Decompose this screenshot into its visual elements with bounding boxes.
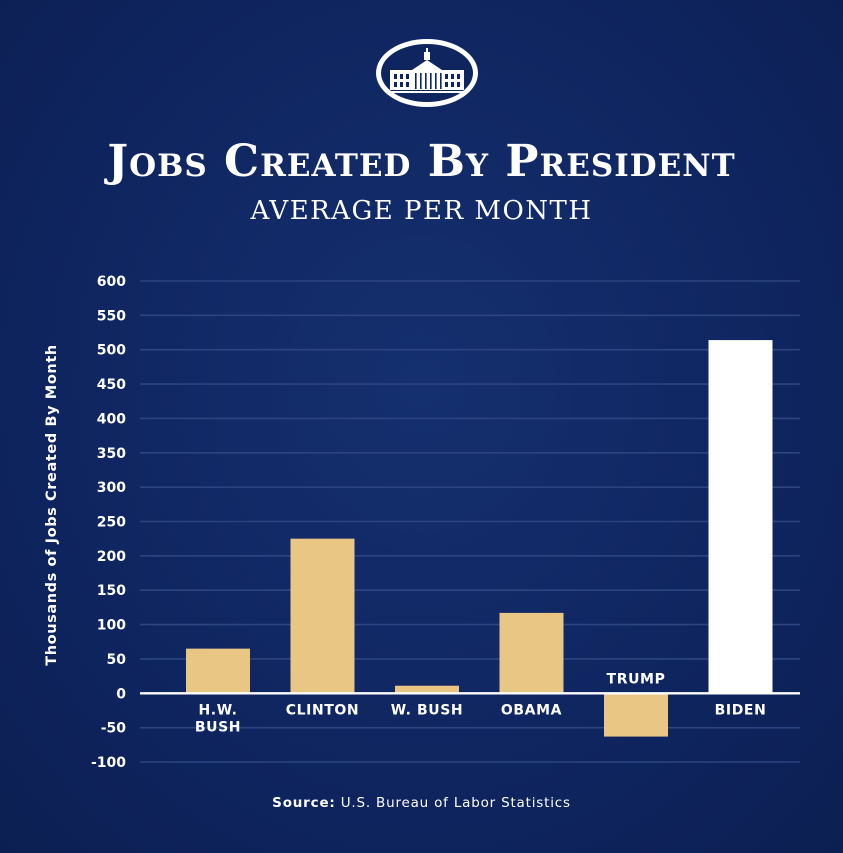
bar-h-w-bush — [186, 648, 250, 694]
category-label: BIDEN — [715, 702, 767, 718]
source-note: Source: U.S. Bureau of Labor Statistics — [0, 795, 843, 811]
category-label: H.W. — [198, 702, 237, 718]
page-subtitle: AVERAGE PER MONTH — [250, 196, 593, 226]
source-text: U.S. Bureau of Labor Statistics — [340, 795, 571, 811]
category-label: BUSH — [195, 719, 241, 735]
y-tick-label: 100 — [97, 618, 126, 634]
y-tick-label: 450 — [97, 377, 126, 393]
y-tick-label: 500 — [97, 343, 126, 359]
y-tick-label: 300 — [97, 480, 126, 496]
category-label: OBAMA — [501, 702, 562, 718]
y-tick-label: 250 — [97, 515, 126, 531]
bar-obama — [499, 612, 564, 694]
y-tick-label: 550 — [97, 308, 126, 324]
white-house-seal-icon — [376, 39, 478, 107]
y-tick-label: -100 — [91, 755, 126, 771]
category-label: W. BUSH — [391, 702, 464, 718]
bar-trump — [604, 693, 668, 737]
bar-w-bush — [395, 685, 459, 694]
category-label: CLINTON — [286, 702, 360, 718]
y-tick-label: 200 — [97, 549, 126, 565]
bar-clinton — [290, 538, 355, 694]
y-tick-label: 350 — [97, 446, 126, 462]
y-tick-label: 600 — [97, 274, 126, 290]
bar-biden — [708, 340, 773, 694]
y-tick-label: 400 — [97, 411, 126, 427]
source-label: Source: — [272, 795, 336, 811]
category-label: TRUMP — [607, 671, 666, 687]
y-tick-label: 150 — [97, 583, 126, 599]
y-tick-label: 0 — [116, 686, 126, 702]
y-tick-label: -50 — [101, 721, 127, 737]
page-title: Jobs Created By President — [107, 136, 736, 187]
y-tick-label: 50 — [107, 652, 127, 668]
